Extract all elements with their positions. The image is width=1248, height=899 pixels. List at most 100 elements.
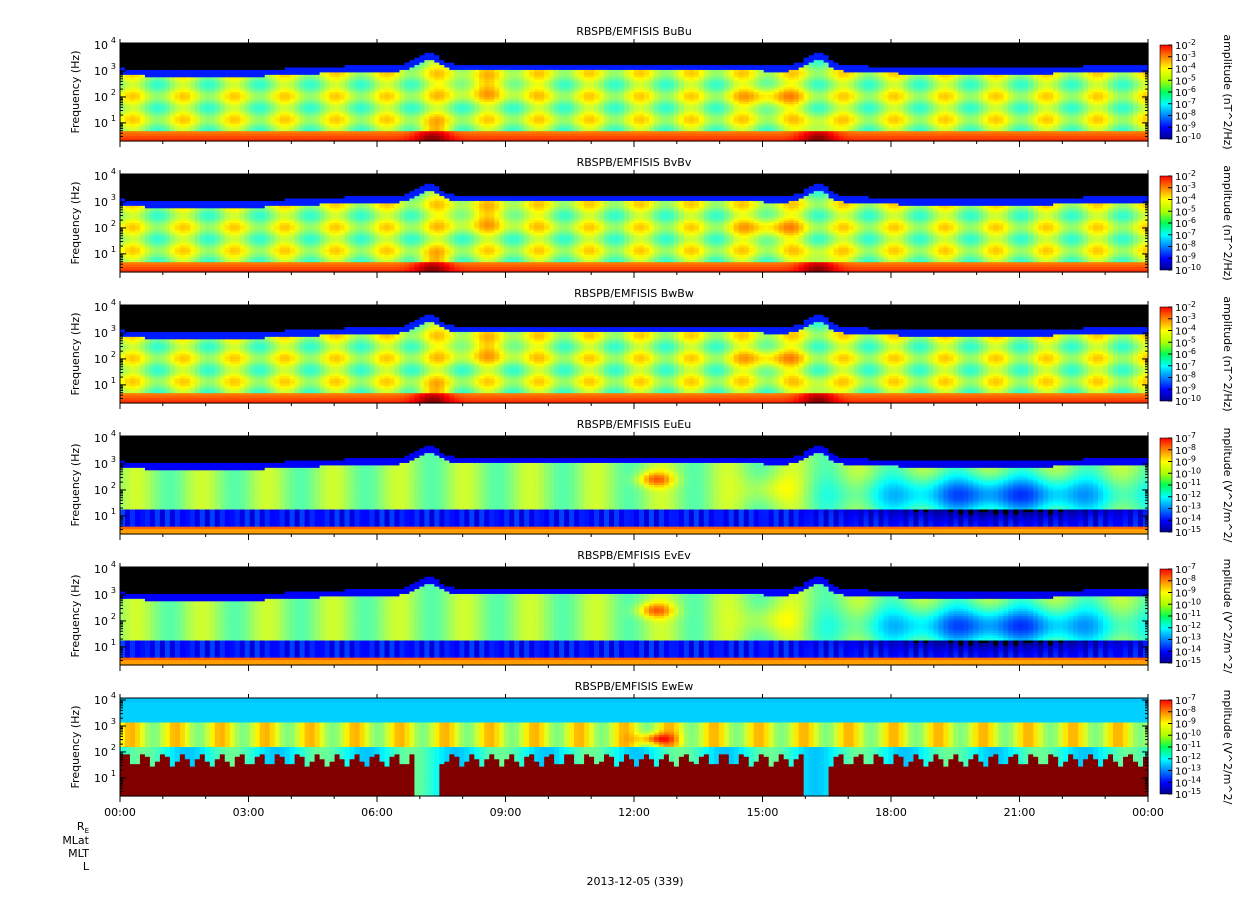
colorbar-tick-exponent: -3: [1188, 50, 1196, 59]
colorbar-tick-exponent: -12: [1188, 621, 1201, 630]
colorbar-tick-exponent: -7: [1188, 562, 1196, 571]
colorbar-label: amplitude (nT^2/Hz): [1221, 296, 1234, 411]
colorbar-tick-exponent: -2: [1188, 38, 1196, 47]
y-axis-label: Frequency (Hz): [69, 182, 82, 265]
colorbar-tick-label: 10: [1175, 696, 1188, 707]
colorbar-tick-label: 10: [1175, 196, 1188, 207]
colorbar-tick-exponent: -14: [1188, 775, 1201, 784]
colorbar-tick-exponent: -8: [1188, 371, 1196, 380]
x-tick-label: 06:00: [361, 806, 393, 819]
y-tick-exponent: 2: [111, 88, 116, 97]
colorbar-tick-exponent: -2: [1188, 300, 1196, 309]
colorbar-tick-label: 10: [1175, 76, 1188, 87]
colorbar-tick-exponent: -15: [1188, 787, 1201, 796]
y-tick-label: 10: [94, 720, 108, 733]
x-tick-label: 12:00: [618, 806, 650, 819]
y-tick-label: 10: [94, 117, 108, 130]
panel-title: RBSPB/EMFISIS BwBw: [574, 287, 694, 300]
heatmap-image: [120, 43, 1149, 142]
y-tick-exponent: 3: [111, 62, 116, 71]
colorbar-tick-exponent: -13: [1188, 764, 1201, 773]
colorbar-tick-label: 10: [1175, 708, 1188, 719]
colorbar-tick-label: 10: [1175, 458, 1188, 469]
colorbar-tick-label: 10: [1175, 53, 1188, 64]
y-tick-label: 10: [94, 746, 108, 759]
heatmap-image: [120, 305, 1149, 404]
colorbar-tick-exponent: -6: [1188, 85, 1196, 94]
colorbar-tick-label: 10: [1175, 516, 1188, 527]
colorbar-tick-exponent: -3: [1188, 181, 1196, 190]
ephemeris-re-label: RE: [77, 820, 89, 835]
y-tick-exponent: 4: [111, 429, 116, 438]
y-tick-label: 10: [94, 196, 108, 209]
colorbar: 10-210-310-410-510-610-710-810-910-10 amp…: [1160, 296, 1234, 411]
y-axis-label: Frequency (Hz): [69, 706, 82, 789]
colorbar-tick-label: 10: [1175, 184, 1188, 195]
y-tick-label: 10: [94, 379, 108, 392]
y-tick-label: 10: [94, 484, 108, 497]
colorbar-tick-label: 10: [1175, 790, 1188, 801]
y-tick-exponent: 3: [111, 324, 116, 333]
colorbar-tick-exponent: -10: [1188, 728, 1201, 737]
colorbar-tick-label: 10: [1175, 577, 1188, 588]
colorbar-tick-exponent: -5: [1188, 73, 1196, 82]
colorbar-tick-label: 10: [1175, 636, 1188, 647]
colorbar-tick-exponent: -4: [1188, 324, 1196, 333]
colorbar-tick-label: 10: [1175, 778, 1188, 789]
y-tick-exponent: 4: [111, 691, 116, 700]
colorbar-tick-label: 10: [1175, 565, 1188, 576]
colorbar-tick-exponent: -4: [1188, 193, 1196, 202]
colorbar-tick-label: 10: [1175, 303, 1188, 314]
colorbar-tick-label: 10: [1175, 266, 1188, 277]
colorbar-tick-label: 10: [1175, 243, 1188, 254]
x-tick-label: 00:00: [1132, 806, 1164, 819]
y-tick-exponent: 1: [111, 245, 116, 254]
y-tick-label: 10: [94, 353, 108, 366]
colorbar-tick-label: 10: [1175, 41, 1188, 52]
colorbar-tick-exponent: -13: [1188, 633, 1201, 642]
x-tick-label: 00:00: [104, 806, 136, 819]
colorbar: 10-210-310-410-510-610-710-810-910-10 amp…: [1160, 165, 1234, 280]
colorbar-tick-exponent: -8: [1188, 109, 1196, 118]
y-tick-label: 10: [94, 65, 108, 78]
colorbar-tick-exponent: -8: [1188, 574, 1196, 583]
colorbar-tick-label: 10: [1175, 338, 1188, 349]
colorbar-tick-label: 10: [1175, 493, 1188, 504]
colorbar-tick-exponent: -10: [1188, 466, 1201, 475]
ephemeris-mlat-label: MLat: [62, 834, 89, 847]
colorbar-tick-exponent: -7: [1188, 693, 1196, 702]
y-tick-label: 10: [94, 91, 108, 104]
colorbar-tick-label: 10: [1175, 254, 1188, 265]
y-tick-label: 10: [94, 694, 108, 707]
heatmap-image: [120, 698, 1149, 797]
colorbar-tick-label: 10: [1175, 112, 1188, 123]
panel-title: RBSPB/EMFISIS EuEu: [577, 418, 691, 431]
panel-title: RBSPB/EMFISIS EwEw: [575, 680, 693, 693]
colorbar-tick-exponent: -11: [1188, 478, 1201, 487]
colorbar-tick-label: 10: [1175, 327, 1188, 338]
colorbar-label: mplitude (V^2/m^2/: [1221, 559, 1234, 674]
x-tick-label: 03:00: [233, 806, 265, 819]
colorbar-tick-exponent: -15: [1188, 525, 1201, 534]
colorbar-tick-label: 10: [1175, 481, 1188, 492]
colorbar-tick-label: 10: [1175, 397, 1188, 408]
colorbar-tick-label: 10: [1175, 720, 1188, 731]
colorbar-tick-exponent: -10: [1188, 597, 1201, 606]
colorbar-tick-label: 10: [1175, 123, 1188, 134]
colorbar-tick-label: 10: [1175, 528, 1188, 539]
y-tick-exponent: 2: [111, 350, 116, 359]
colorbar-tick-exponent: -9: [1188, 120, 1196, 129]
y-tick-label: 10: [94, 458, 108, 471]
colorbar-tick-exponent: -11: [1188, 740, 1201, 749]
colorbar-tick-exponent: -8: [1188, 240, 1196, 249]
y-tick-exponent: 1: [111, 638, 116, 647]
colorbar-tick-label: 10: [1175, 219, 1188, 230]
colorbar-tick-label: 10: [1175, 647, 1188, 658]
colorbar-tick-exponent: -13: [1188, 502, 1201, 511]
colorbar-tick-exponent: -7: [1188, 431, 1196, 440]
y-tick-exponent: 4: [111, 560, 116, 569]
